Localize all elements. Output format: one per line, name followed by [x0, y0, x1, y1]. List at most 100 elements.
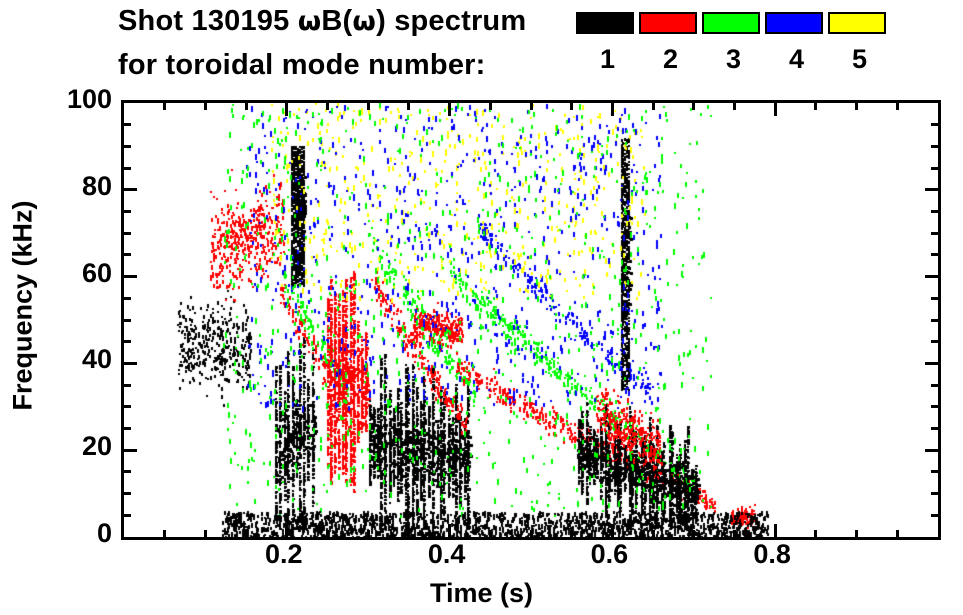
x-tick-label-0.2: 0.2 [265, 539, 303, 569]
y-minor-tick-65 [124, 253, 131, 257]
x-minor-tick-0.50 [529, 530, 533, 537]
y-minor-tick-right-35 [931, 383, 938, 387]
title-prefix: Shot 130195 [118, 5, 298, 37]
x-minor-tick-top-0.55 [570, 103, 574, 110]
x-minor-tick-0.70 [692, 530, 696, 537]
x-minor-tick-top-0.15 [244, 103, 248, 110]
legend-label-4: 4 [788, 44, 805, 74]
x-minor-tick-0.15 [244, 530, 248, 537]
y-minor-tick-right-90 [931, 144, 938, 148]
legend-item-1: 1 [576, 0, 639, 73]
x-minor-tick-0.35 [407, 530, 411, 537]
y-major-tick-right-80 [925, 188, 938, 192]
legend-swatch-4 [765, 12, 823, 34]
x-minor-tick-top-0.70 [692, 103, 696, 110]
y-tick-label-100: 100 [66, 84, 112, 114]
x-minor-tick-top-0.10 [203, 103, 207, 110]
x-minor-tick-top-0.45 [488, 103, 492, 110]
y-minor-tick-25 [124, 427, 131, 430]
legend-label-3: 3 [725, 44, 742, 74]
x-axis-label: Time (s) [429, 578, 534, 608]
y-tick-label-60: 60 [81, 257, 112, 288]
y-minor-tick-right-85 [931, 166, 938, 170]
x-tick-label-0.6: 0.6 [590, 539, 629, 569]
omega-symbol-1: ω [297, 6, 322, 37]
y-major-tick-60 [124, 275, 137, 279]
y-minor-tick-right-55 [931, 296, 938, 300]
y-minor-tick-70 [124, 231, 131, 235]
y-minor-tick-10 [124, 492, 131, 496]
x-major-tick-0.80 [773, 524, 777, 537]
x-minor-tick-0.10 [203, 530, 207, 537]
x-minor-tick-top-0.35 [407, 103, 411, 110]
x-major-tick-0.20 [285, 524, 289, 537]
y-major-tick-40 [124, 361, 137, 365]
y-tick-label-40: 40 [81, 344, 112, 375]
y-tick-label-0: 0 [96, 518, 112, 548]
y-minor-tick-right-15 [931, 470, 938, 474]
x-minor-tick-0.55 [570, 530, 574, 537]
x-minor-tick-0.65 [651, 530, 655, 537]
x-minor-tick-top-0.95 [895, 103, 899, 110]
y-minor-tick-15 [124, 470, 131, 474]
x-minor-tick-0.90 [855, 530, 859, 537]
legend-swatch-3 [702, 12, 760, 34]
legend-swatch-2 [639, 12, 697, 34]
figure-header: Shot 130195 ωB(ω) spectrum for toroidal … [0, 0, 963, 96]
y-minor-tick-right-30 [931, 405, 938, 409]
y-tick-label-20: 20 [81, 431, 112, 462]
x-major-tick-top-0.60 [610, 103, 614, 116]
y-major-tick-right-40 [925, 361, 938, 365]
x-major-tick-top-0.20 [285, 103, 289, 116]
legend-item-2: 2 [639, 0, 702, 73]
y-minor-tick-right-50 [931, 318, 938, 322]
y-minor-tick-35 [124, 383, 131, 387]
x-major-tick-top-0.80 [773, 103, 777, 116]
x-minor-tick-0.85 [814, 530, 818, 537]
x-major-tick-0.60 [610, 524, 614, 537]
x-tick-label-0.4: 0.4 [427, 539, 466, 569]
figure-title-line1: Shot 130195 ωB(ω) spectrum [118, 5, 526, 38]
y-minor-tick-95 [124, 123, 131, 127]
y-minor-tick-right-5 [931, 513, 938, 517]
y-minor-tick-right-45 [931, 340, 938, 344]
legend-label-5: 5 [851, 44, 868, 74]
x-minor-tick-top-0.85 [814, 103, 818, 110]
x-minor-tick-top-0.25 [326, 103, 329, 110]
mode-number-legend: 1 2 3 4 5 [576, 0, 963, 96]
y-minor-tick-right-65 [931, 253, 938, 257]
x-minor-tick-0.45 [488, 530, 492, 537]
y-major-tick-80 [124, 188, 137, 192]
x-minor-tick-0.25 [326, 530, 329, 537]
legend-item-4: 4 [765, 0, 828, 73]
y-minor-tick-5 [124, 513, 131, 517]
x-minor-tick-top-0.90 [855, 103, 859, 110]
x-minor-tick-0.30 [366, 530, 370, 537]
x-minor-tick-top-0.65 [651, 103, 655, 110]
x-minor-tick-top-0.30 [366, 103, 370, 110]
x-minor-tick-0.95 [895, 530, 899, 537]
y-minor-tick-55 [124, 296, 131, 300]
title-middle: B( [321, 5, 353, 37]
y-minor-tick-right-95 [931, 123, 938, 127]
y-major-tick-right-20 [925, 448, 938, 452]
plot-frame [121, 100, 941, 540]
y-minor-tick-50 [124, 318, 131, 322]
legend-swatch-5 [828, 12, 886, 34]
y-tick-label-80: 80 [81, 170, 112, 201]
x-minor-tick-0.75 [733, 530, 736, 537]
figure-title-line2: for toroidal mode number: [118, 49, 486, 81]
legend-label-1: 1 [599, 44, 616, 74]
x-minor-tick-top-0.05 [163, 103, 167, 110]
y-minor-tick-right-75 [931, 210, 938, 213]
y-axis-tick-labels: 0 20 40 60 80 100 [10, 86, 112, 547]
legend-label-2: 2 [662, 44, 679, 74]
x-minor-tick-top-0.75 [733, 103, 736, 110]
x-minor-tick-0.05 [163, 530, 167, 537]
x-tick-label-0.8: 0.8 [753, 539, 791, 569]
x-axis-tick-labels: 0.2 0.4 0.6 0.8 [0, 541, 963, 581]
y-minor-tick-right-10 [931, 492, 938, 496]
y-minor-tick-right-25 [931, 427, 938, 430]
title-suffix: ) spectrum [376, 5, 527, 37]
